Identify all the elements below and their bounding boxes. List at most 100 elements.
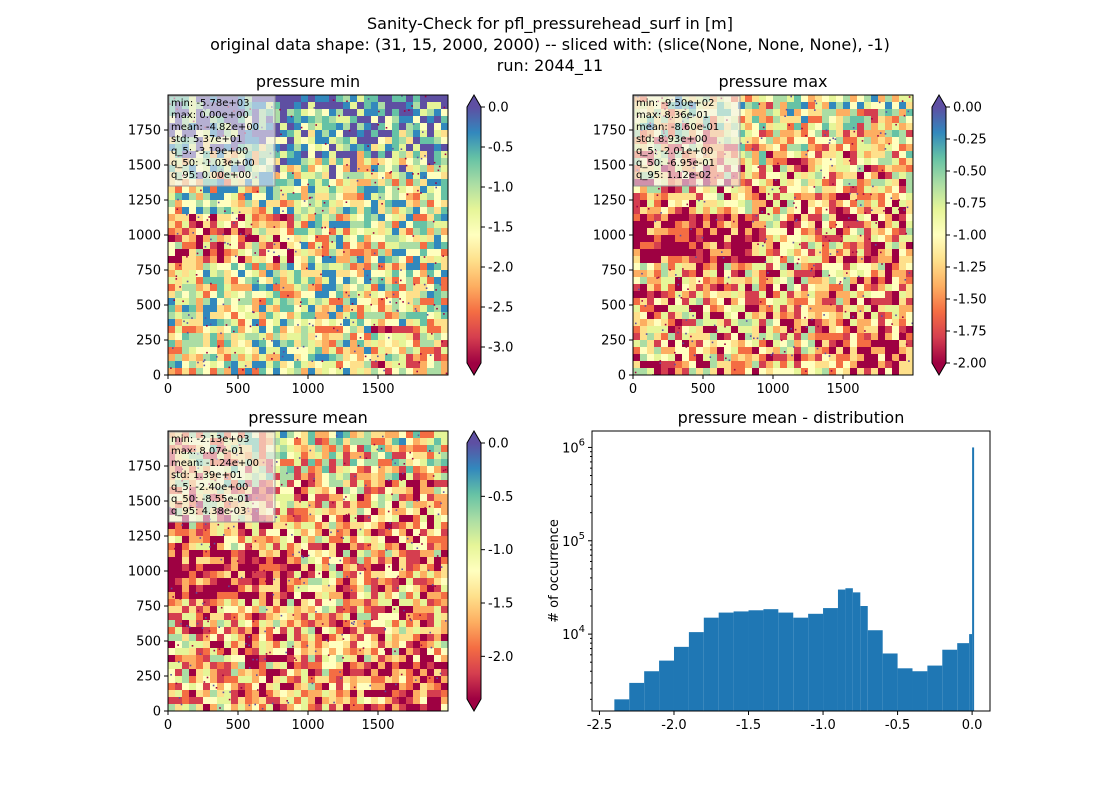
stats-line: q_95: 1.12e-02 — [636, 170, 711, 181]
histogram-bar — [659, 660, 674, 711]
histogram-bar — [882, 653, 898, 711]
histogram-bar — [837, 589, 846, 711]
stats-line: max: 8.07e-01 — [171, 446, 244, 457]
panel-title: pressure min — [256, 72, 360, 91]
colorbar-tick-label: -1.0 — [488, 543, 513, 558]
colorbar-tick-label: -0.50 — [953, 165, 987, 180]
stats-box — [633, 95, 741, 187]
colorbar-tick-label: -1.25 — [953, 261, 987, 276]
colorbar-tick-label: -1.00 — [953, 229, 987, 244]
stats-line: std: 8.93e+00 — [636, 134, 708, 145]
stats-line: q_50: -8.55e-01 — [171, 494, 250, 505]
histogram-bar — [763, 609, 779, 711]
y-tick-label: 105 — [562, 531, 585, 550]
panel-title: pressure max — [718, 72, 827, 91]
panel-pressure-max: pressure max 0 500 1000 1500 0 250 500 750 1000 12… — [593, 72, 987, 397]
colorbar-extend-min — [467, 363, 481, 375]
stats-line: max: 0.00e+00 — [171, 110, 249, 121]
histogram-bar — [703, 617, 719, 711]
y-tick-label: 250 — [136, 334, 161, 349]
histogram-bar — [644, 671, 660, 711]
colorbar-tick-label: -1.50 — [953, 293, 987, 308]
y-tick-label: 1750 — [593, 124, 626, 139]
x-tick-label: 1000 — [756, 382, 789, 397]
colorbar-tick-label: -2.0 — [488, 261, 513, 276]
y-tick-label: 106 — [562, 437, 585, 456]
histogram-bar — [629, 682, 645, 711]
stats-line: q_50: -1.03e+00 — [171, 158, 255, 169]
histogram-bar — [897, 668, 913, 711]
panel-title: pressure mean — [248, 408, 368, 427]
stats-line: min: -2.13e+03 — [171, 434, 250, 445]
x-tick-label: 1500 — [361, 718, 394, 733]
x-tick-label: -2.0 — [661, 718, 686, 733]
y-tick-label: 0 — [153, 705, 161, 720]
x-tick-label: 1000 — [291, 718, 324, 733]
histogram-bar — [942, 649, 958, 711]
panel-pressure-mean: pressure mean 0 500 1000 1500 0 250 500 750 1000 1… — [128, 408, 513, 733]
histogram-bar — [860, 606, 868, 711]
colorbar-extend-min — [932, 363, 946, 375]
colorbar-tick-label: 0.00 — [953, 101, 982, 116]
histogram-bar — [733, 611, 749, 711]
colorbar-extend-max — [467, 95, 481, 107]
colorbar-tick-label: -0.5 — [488, 141, 513, 156]
histogram-bar — [912, 671, 928, 711]
y-tick-label: 1750 — [128, 124, 161, 139]
colorbar-tick-label: -1.75 — [953, 325, 987, 340]
x-tick-label: 0 — [629, 382, 637, 397]
y-tick-label: 750 — [136, 600, 161, 615]
stats-box — [168, 431, 276, 523]
x-tick-label: -2.5 — [587, 718, 612, 733]
stats-line: std: 1.39e+01 — [171, 470, 243, 481]
y-tick-label: 500 — [136, 635, 161, 650]
stats-line: mean: -1.24e+00 — [171, 458, 259, 469]
histogram-bar — [969, 634, 973, 711]
x-tick-label: 1500 — [361, 382, 394, 397]
figure-title: Sanity-Check for pfl_pressurehead_surf i… — [210, 14, 890, 76]
colorbar-tick-label: -0.75 — [953, 197, 987, 212]
histogram-bar — [823, 608, 838, 711]
y-tick-label: 500 — [601, 299, 626, 314]
stats-line: q_5: -2.40e+00 — [171, 482, 248, 493]
colorbar-tick-label: -1.5 — [488, 221, 513, 236]
stats-line: max: 8.36e-01 — [636, 110, 709, 121]
histogram-bar — [673, 646, 689, 711]
colorbar: 0.0 -0.5 -1.0 -1.5 -2.0 — [466, 430, 513, 712]
histogram-bar — [927, 665, 943, 711]
colorbar-tick-label: -2.00 — [953, 357, 987, 372]
colorbar-tick-label: -1.0 — [488, 181, 513, 196]
stats-line: q_50: -6.95e-01 — [636, 158, 715, 169]
histogram-bar — [778, 612, 794, 711]
figure-title-line-1: Sanity-Check for pfl_pressurehead_surf i… — [367, 14, 733, 34]
figure-title-line-3: run: 2044_11 — [497, 56, 603, 76]
colorbar-tick-label: -3.0 — [488, 341, 513, 356]
colorbar-gradient — [467, 443, 481, 699]
histogram-bar — [972, 447, 975, 711]
y-tick-label: 0 — [153, 369, 161, 384]
x-tick-label: 500 — [691, 382, 716, 397]
x-tick-label: -1.0 — [810, 718, 835, 733]
histogram-bar — [808, 613, 824, 711]
x-tick-label: -1.5 — [736, 718, 761, 733]
y-tick-label: 1500 — [128, 159, 161, 174]
x-tick-label: -0.5 — [885, 718, 910, 733]
colorbar-extend-min — [467, 699, 481, 711]
colorbar-tick-label: -2.0 — [488, 650, 513, 665]
x-tick-label: 0.0 — [962, 718, 983, 733]
stats-line: q_95: 0.00e+00 — [171, 170, 251, 181]
stats-line: q_5: -3.19e+00 — [171, 146, 248, 157]
colorbar-tick-label: -2.5 — [488, 301, 513, 316]
stats-box — [168, 95, 276, 187]
histogram-bar — [748, 610, 764, 711]
histogram-bar — [867, 630, 883, 711]
y-tick-label: 750 — [601, 264, 626, 279]
y-tick-label: 1250 — [128, 194, 161, 209]
colorbar-tick-label: -0.5 — [488, 490, 513, 505]
stats-line: min: -5.78e+03 — [171, 98, 250, 109]
x-tick-label: 0 — [164, 382, 172, 397]
y-tick-label: 250 — [136, 670, 161, 685]
histogram-bar — [957, 643, 970, 711]
y-tick-label: 1000 — [128, 565, 161, 580]
